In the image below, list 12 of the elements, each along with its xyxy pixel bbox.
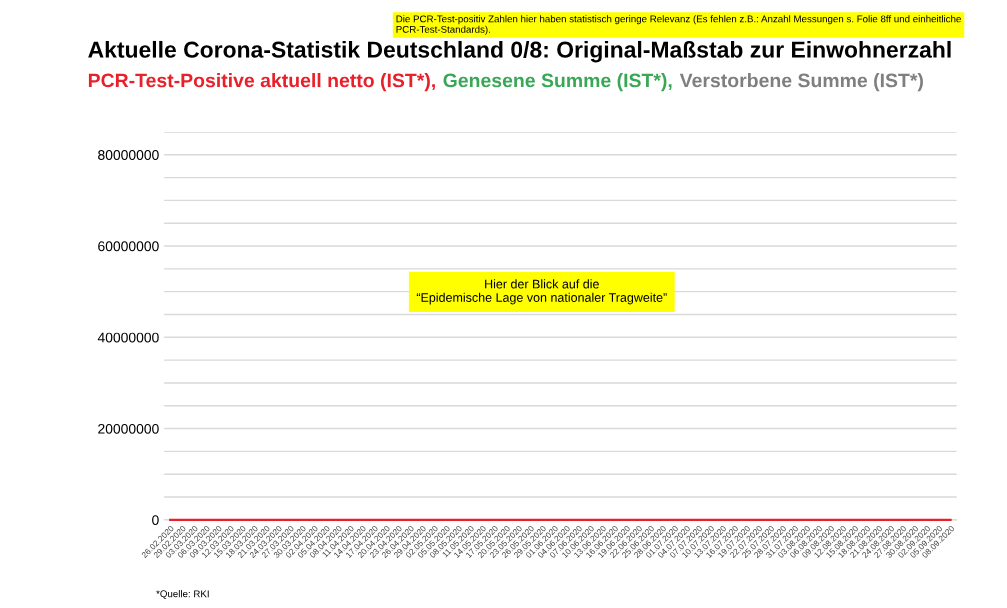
y-tick-label: 80000000 — [98, 150, 159, 160]
annotation: Hier der Blick auf die “Epidemische Lage von nationaler Tragweite” — [416, 279, 667, 305]
chart-title: Aktuelle Corona-Statistik Deutschland 0/8: Original-Maßstab zur Einwohnerzahl — [88, 40, 951, 63]
y-tick-label: 0 — [152, 515, 159, 526]
y-tick-label: 20000000 — [98, 423, 159, 434]
text: Die PCR-Test-positiv Zahlen hier haben statistisch geringe Relevanz (Es fehlen z.B.: Anzahl Messungen s. Folie 8ff und einheitliche PCR-Test-Standards). — [396, 15, 961, 35]
text: *Quelle: RKI — [156, 590, 209, 599]
y-tick-label: 40000000 — [97, 332, 159, 343]
legend-label: Verstorbene Summe (IST*) — [679, 73, 923, 92]
legend-label: Genesene Summe (IST*), — [443, 73, 672, 92]
text: PCR-Test-Positive aktuell netto (IST*), — [88, 73, 435, 92]
y-tick-label: 60000000 — [98, 241, 159, 252]
